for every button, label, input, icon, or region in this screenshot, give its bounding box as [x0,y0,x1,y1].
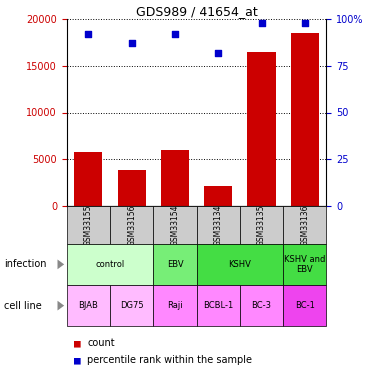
Bar [283,285,326,326]
Text: GSM33135: GSM33135 [257,204,266,246]
Text: KSHV: KSHV [229,260,251,269]
Text: cell line: cell line [4,301,42,310]
Polygon shape [58,301,64,310]
Text: DG75: DG75 [120,301,144,310]
Bar [291,33,319,206]
Text: GSM33134: GSM33134 [214,204,223,246]
Bar [283,206,326,244]
Bar [240,285,283,326]
Bar [283,244,326,285]
Point [259,20,265,26]
Bar [247,52,276,206]
Bar [197,244,283,285]
Text: BJAB: BJAB [79,301,98,310]
Text: GSM33155: GSM33155 [84,204,93,246]
Title: GDS989 / 41654_at: GDS989 / 41654_at [136,4,257,18]
Text: infection: infection [4,260,46,269]
Point [302,20,308,26]
Polygon shape [58,260,64,269]
Text: Raji: Raji [167,301,183,310]
Text: EBV: EBV [167,260,183,269]
Bar [197,206,240,244]
Bar [161,150,189,206]
Bar [67,206,110,244]
Text: BCBL-1: BCBL-1 [203,301,233,310]
Text: control: control [95,260,125,269]
Text: count: count [87,338,115,348]
Text: KSHV and
EBV: KSHV and EBV [284,255,325,274]
Bar [118,170,146,206]
Bar [197,285,240,326]
Point [215,50,221,55]
Text: GSM33154: GSM33154 [171,204,180,246]
Bar [67,244,153,285]
Point [85,31,91,37]
Bar [204,186,232,206]
Bar [153,206,197,244]
Text: percentile rank within the sample: percentile rank within the sample [87,355,252,365]
Point [172,31,178,37]
Bar [67,285,110,326]
Bar [153,244,197,285]
Bar [110,206,153,244]
Text: GSM33136: GSM33136 [301,204,309,246]
Point [129,40,135,46]
Bar [240,206,283,244]
Text: BC-3: BC-3 [252,301,272,310]
Bar [110,285,153,326]
Text: GSM33156: GSM33156 [127,204,136,246]
Bar [74,152,102,206]
Text: ■: ■ [74,355,81,365]
Text: ■: ■ [74,338,81,348]
Bar [153,285,197,326]
Text: BC-1: BC-1 [295,301,315,310]
